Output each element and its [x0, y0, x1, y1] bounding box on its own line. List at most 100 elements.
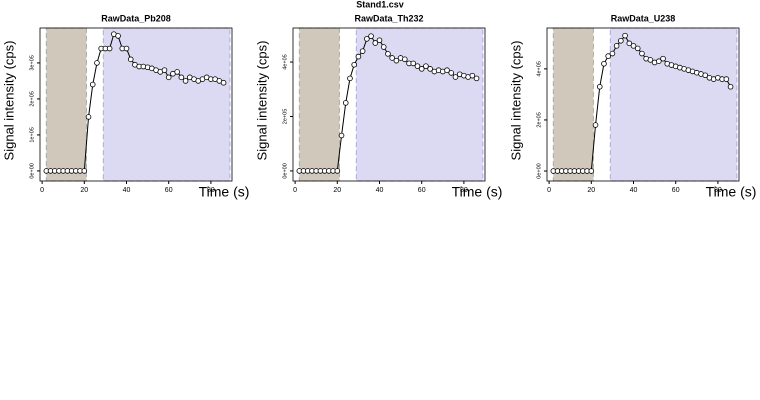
data-point [338, 132, 345, 139]
y-tick-label: 2e+05 [282, 109, 288, 124]
y-tick-label: 4e+05 [282, 54, 288, 69]
x-tick-label: 20 [80, 187, 88, 194]
data-point [660, 55, 666, 62]
data-point [385, 51, 391, 57]
data-point [727, 83, 734, 90]
data-point [702, 72, 709, 79]
data-point [89, 81, 96, 88]
data-point [601, 60, 607, 67]
y-tick-label: 0e+00 [29, 163, 35, 178]
data-point [380, 44, 387, 50]
x-tick-label: 40 [376, 187, 384, 194]
x-tick-label: 60 [418, 187, 426, 194]
data-point [630, 43, 637, 49]
data-point [596, 83, 603, 90]
data-point [182, 78, 189, 84]
data-point [418, 66, 425, 72]
data-point [414, 63, 421, 69]
data-point [402, 56, 408, 63]
data-point [618, 37, 624, 44]
panel-title: RawData_Pb208 [101, 13, 171, 23]
panel-title: RawData_U238 [611, 13, 676, 23]
data-point [605, 53, 611, 59]
y-tick-label: 4e+05 [536, 61, 542, 76]
y-tick-label: 0e+00 [282, 163, 288, 178]
y-tick-label: 0e+00 [536, 163, 542, 178]
data-point [613, 43, 620, 49]
data-point [588, 168, 595, 174]
data-point [94, 60, 100, 66]
y-tick-label: 1e+05 [29, 127, 35, 142]
data-point [376, 37, 383, 44]
data-point [174, 69, 180, 75]
x-tick-label: 80 [714, 187, 722, 194]
data-point [389, 55, 395, 61]
data-point [473, 75, 480, 82]
plot-frame [292, 27, 486, 182]
data-point [626, 40, 633, 47]
data-point [427, 66, 433, 72]
y-tick-label: 3e+05 [29, 55, 35, 70]
x-tick-label: 80 [207, 187, 215, 194]
y-axis-label: Signal intensity (cps) [254, 41, 269, 161]
signal-window [609, 27, 738, 182]
data-point [656, 58, 662, 65]
signal-window [102, 27, 231, 182]
x-tick-label: 20 [333, 187, 341, 194]
x-tick-label: 60 [165, 187, 173, 194]
data-point [368, 33, 374, 39]
data-point [647, 57, 654, 63]
y-tick-label: 2e+05 [536, 112, 542, 127]
x-tick-label: 0 [547, 187, 551, 194]
data-point [592, 122, 599, 128]
data-point [347, 75, 353, 82]
panel-title: RawData_Th232 [354, 13, 423, 23]
data-point [220, 79, 227, 86]
data-point [372, 40, 379, 46]
panel: RawData_Th232 0 20 40 60 80 0e+00 2e+05 4e+05 Sig… [254, 13, 502, 199]
blank-window [45, 27, 87, 182]
data-point [127, 56, 134, 63]
data-point [452, 74, 459, 80]
panel: RawData_U238 0 20 40 60 80 0e+00 2e+05 4e+05 Sign… [508, 13, 756, 199]
data-point [81, 168, 88, 174]
plot-frame [546, 27, 740, 182]
data-point [622, 32, 628, 39]
data-point [448, 70, 455, 76]
data-point [469, 72, 476, 79]
figure-title: Stand1.csv [356, 0, 404, 9]
x-axis-label: Time (s) [199, 184, 250, 200]
plot-frame [39, 27, 233, 182]
x-tick-label: 40 [630, 187, 638, 194]
x-tick-label: 60 [672, 187, 680, 194]
x-axis-label: Time (s) [452, 184, 503, 200]
x-tick-label: 20 [587, 187, 595, 194]
data-point [106, 45, 113, 52]
data-point [364, 36, 370, 42]
data-point [161, 67, 168, 73]
data-point [342, 100, 349, 106]
data-point [351, 61, 357, 68]
data-point [723, 76, 730, 82]
data-point [634, 45, 641, 52]
x-tick-label: 0 [40, 187, 44, 194]
data-point [609, 50, 616, 57]
y-axis-label: Signal intensity (cps) [1, 41, 16, 161]
data-point [178, 74, 185, 81]
data-point [355, 53, 362, 60]
x-axis-label: Time (s) [706, 184, 757, 200]
data-point [410, 60, 417, 67]
y-axis-label: Signal intensity (cps) [508, 41, 523, 161]
y-tick-label: 2e+05 [29, 91, 35, 106]
x-tick-label: 0 [293, 187, 297, 194]
data-point [359, 48, 366, 54]
panel: RawData_Pb208 0 20 40 60 80 0e+00 1e+05 2e+05 3e+… [1, 13, 249, 199]
data-point [639, 50, 645, 57]
data-point [123, 45, 130, 52]
data-point [115, 33, 121, 39]
data-point [393, 57, 400, 64]
signal-window [355, 27, 484, 182]
blank-window [298, 27, 340, 182]
x-tick-label: 80 [460, 187, 468, 194]
